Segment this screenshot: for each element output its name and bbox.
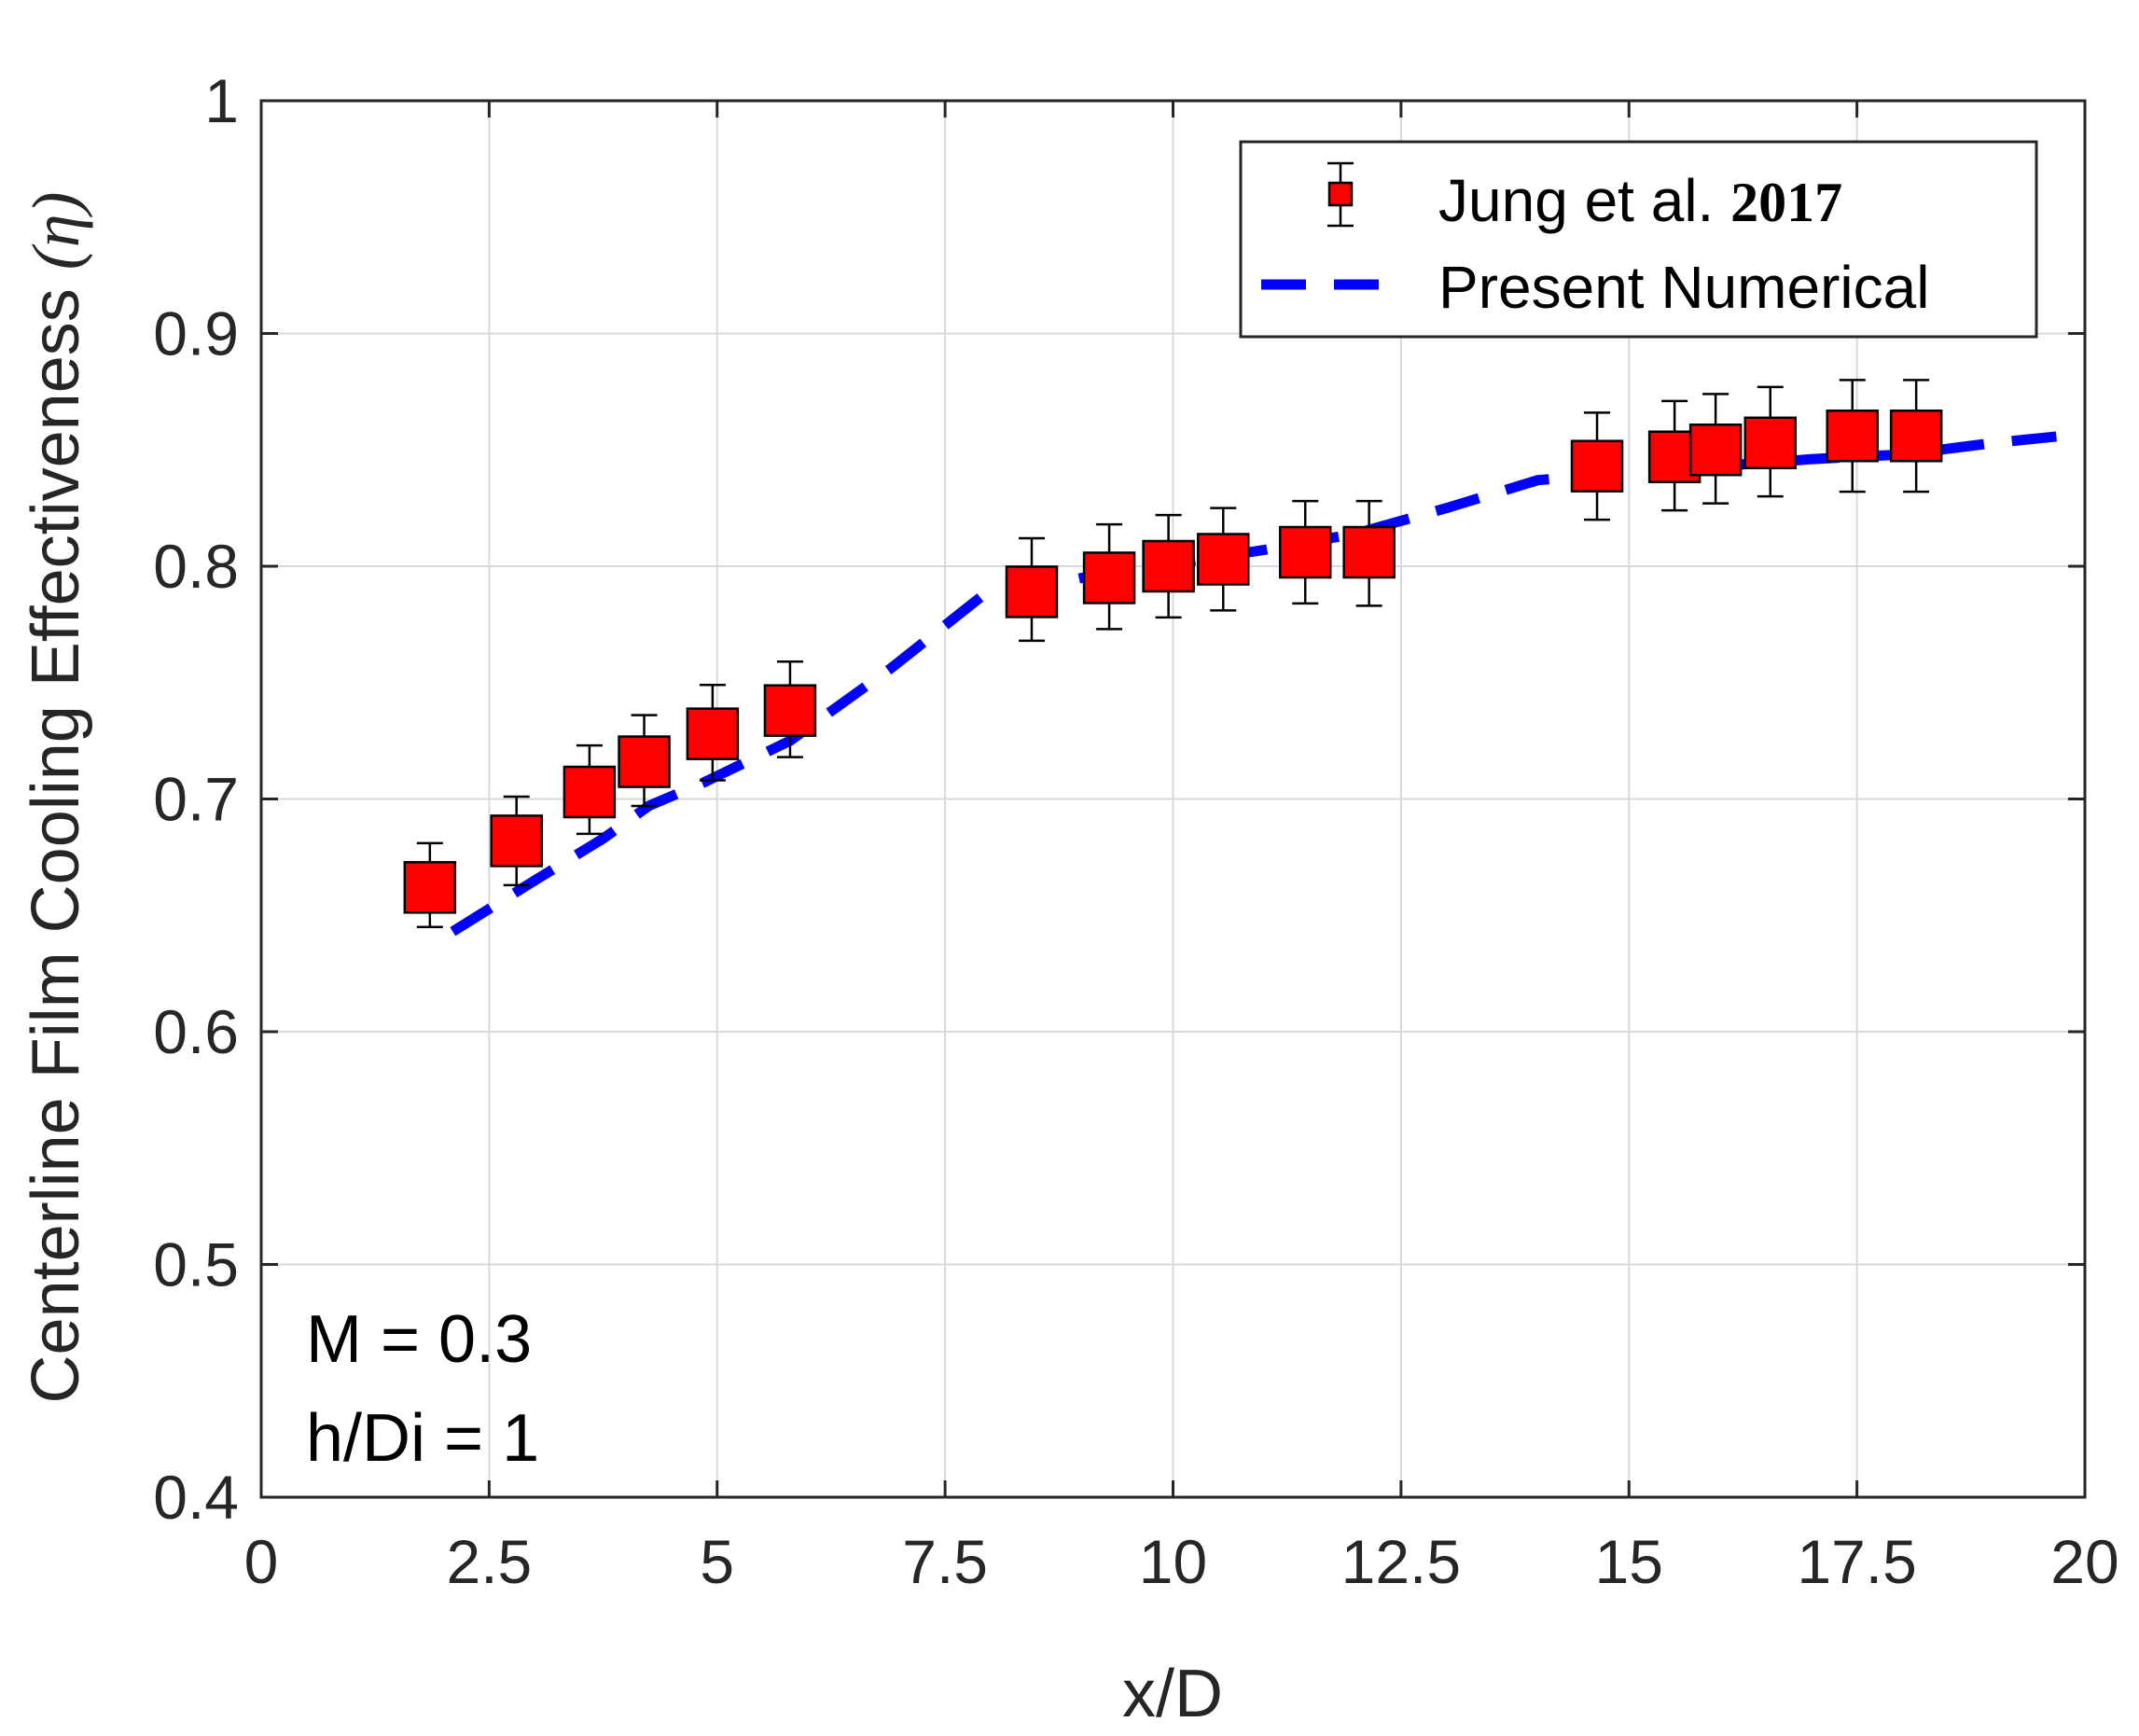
grid	[259, 99, 2087, 1499]
x-axis-label: x/D	[1122, 1657, 1223, 1731]
data-marker	[403, 861, 457, 914]
y-axis-label: Centerline Film Cooling Effectiveness (η…	[19, 192, 93, 1404]
y-axis-label-text: Centerline Film Cooling Effectiveness	[19, 288, 93, 1403]
data-point	[1743, 385, 1798, 498]
y-tick-label: 0.9	[153, 299, 239, 368]
data-marker	[1142, 539, 1195, 593]
legend-label-jung: Jung et al. 2017	[1438, 167, 1842, 234]
y-tick-labels: 0.4 0.5 0.6 0.7 0.8 0.9 1	[153, 66, 239, 1532]
data-point	[1005, 536, 1059, 643]
legend-label-jung-year: 2017	[1730, 172, 1842, 233]
legend-label-numerical: Present Numerical	[1438, 254, 1929, 321]
data-marker	[563, 765, 617, 819]
data-point	[1197, 507, 1250, 612]
data-marker	[1082, 551, 1136, 604]
data-marker	[763, 684, 817, 737]
data-point	[618, 714, 671, 808]
data-marker	[1278, 525, 1332, 579]
data-marker	[1570, 439, 1624, 493]
experimental-series	[403, 379, 1943, 928]
annotation-mass-flux: M = 0.3	[306, 1302, 532, 1377]
y-axis-label-group: Centerline Film Cooling Effectiveness (η…	[19, 192, 93, 1404]
x-tick-label: 15	[1595, 1527, 1663, 1596]
data-point	[490, 795, 543, 887]
data-point	[763, 660, 817, 758]
data-point	[403, 841, 457, 928]
data-point	[686, 683, 740, 782]
y-tick-label: 1	[204, 66, 239, 135]
legend-marker-jung	[1327, 161, 1354, 228]
data-marker	[1743, 416, 1798, 470]
y-tick-label: 0.8	[153, 532, 239, 601]
y-tick-label: 0.5	[153, 1230, 239, 1299]
x-tick-label: 20	[2050, 1527, 2118, 1596]
data-point	[1342, 499, 1396, 607]
data-point	[563, 743, 617, 836]
legend-box	[1239, 140, 2038, 339]
x-tick-label: 0	[244, 1527, 279, 1596]
data-point	[1688, 393, 1743, 505]
x-tick-label: 17.5	[1797, 1527, 1916, 1596]
x-tick-label: 2.5	[447, 1527, 533, 1596]
data-point	[1142, 513, 1195, 619]
data-point	[1082, 522, 1136, 631]
data-marker	[686, 707, 740, 760]
data-marker	[1826, 410, 1879, 463]
data-marker	[1005, 565, 1059, 618]
data-marker	[1688, 424, 1743, 477]
annotation-height-ratio: h/Di = 1	[306, 1401, 539, 1476]
data-point	[1278, 499, 1332, 605]
legend: Jung et al. 2017 Present Numerical	[1239, 140, 2038, 339]
data-point	[1889, 379, 1943, 493]
data-point	[1826, 379, 1879, 493]
data-marker	[618, 735, 671, 788]
y-tick-label: 0.7	[153, 765, 239, 834]
x-tick-labels: 0 2.5 5 7.5 10 12.5 15 17.5 20	[244, 1527, 2119, 1596]
y-axis-label-symbol: (η)	[19, 192, 93, 271]
axes-frame	[259, 99, 2087, 1499]
x-tick-label: 12.5	[1341, 1527, 1461, 1596]
data-marker	[1342, 525, 1396, 579]
x-tick-label: 10	[1139, 1527, 1207, 1596]
x-tick-label: 5	[700, 1527, 734, 1596]
y-tick-label: 0.4	[153, 1463, 239, 1532]
data-point	[1570, 411, 1624, 521]
data-marker	[490, 814, 543, 868]
legend-label-jung-name: Jung et al.	[1438, 167, 1714, 234]
x-tick-label: 7.5	[902, 1527, 988, 1596]
data-marker	[1197, 533, 1250, 586]
data-marker	[1889, 410, 1943, 463]
y-tick-label: 0.6	[153, 997, 239, 1066]
